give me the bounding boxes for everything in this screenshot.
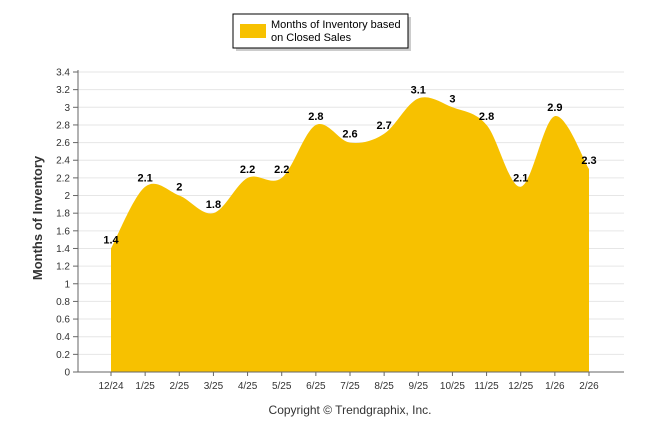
data-labels: 1.4 2.1 2 1.8 2.2 2.2 2.8 2.6 2.7 3.1 3 2.8 2.1 2.9 2.… xyxy=(103,84,596,246)
data-label: 1.8 xyxy=(206,199,221,211)
data-label: 3.1 xyxy=(411,84,426,96)
y-tick-label: 3.4 xyxy=(56,68,70,79)
y-tick-label: 2 xyxy=(64,191,70,202)
x-tick-label: 6/25 xyxy=(306,381,326,392)
legend: Months of Inventory based on Closed Sale… xyxy=(232,13,411,51)
y-tick-label: 0.8 xyxy=(56,297,70,308)
x-tick-label: 1/26 xyxy=(545,381,565,392)
x-tick-label: 12/25 xyxy=(508,381,533,392)
legend-label-line2: on Closed Sales xyxy=(271,32,352,44)
x-tick-label: 8/25 xyxy=(374,381,394,392)
y-axis-title: Months of Inventory xyxy=(30,155,45,280)
y-tick-label: 2.4 xyxy=(56,156,70,167)
legend-label-line1: Months of Inventory based xyxy=(271,19,401,31)
y-tick-label: 0 xyxy=(64,368,70,379)
y-tick-label: 0.6 xyxy=(56,315,70,326)
x-tick-label: 5/25 xyxy=(272,381,292,392)
x-tick-label: 12/24 xyxy=(98,381,123,392)
y-tick-label: 1 xyxy=(64,279,70,290)
x-tick-label: 11/25 xyxy=(474,381,499,392)
data-label: 2.8 xyxy=(479,111,494,123)
y-tick-label: 3.2 xyxy=(56,85,70,96)
y-tick-label: 1.4 xyxy=(56,244,70,255)
data-label: 2.9 xyxy=(547,102,562,114)
x-tick-label: 7/25 xyxy=(340,381,360,392)
copyright-text: Copyright © Trendgraphix, Inc. xyxy=(269,403,432,417)
axes xyxy=(77,70,624,373)
x-tick-label: 1/25 xyxy=(135,381,155,392)
data-label: 2.8 xyxy=(308,111,323,123)
y-tick-label: 1.2 xyxy=(56,262,70,273)
x-tick-label: 2/25 xyxy=(170,381,190,392)
y-tick-label: 0.4 xyxy=(56,332,70,343)
data-label: 2.2 xyxy=(274,164,289,176)
x-tick-label: 3/25 xyxy=(204,381,224,392)
y-tick-label: 2.6 xyxy=(56,138,70,149)
legend-swatch xyxy=(240,24,266,38)
x-tick-label: 2/26 xyxy=(579,381,599,392)
x-tick-label: 9/25 xyxy=(409,381,429,392)
x-tick-label: 10/25 xyxy=(440,381,465,392)
data-label: 2.6 xyxy=(342,129,357,141)
data-label: 2 xyxy=(176,182,182,194)
series-area xyxy=(111,97,589,373)
y-tick-label: 2.8 xyxy=(56,120,70,131)
y-tick-label: 2.2 xyxy=(56,173,70,184)
data-label: 1.4 xyxy=(103,234,119,246)
x-axis-ticks: 12/24 1/25 2/25 3/25 4/25 5/25 6/25 7/25 8/25 9/2… xyxy=(98,372,599,392)
data-label: 2.1 xyxy=(513,173,528,185)
data-label: 2.2 xyxy=(240,164,255,176)
data-label: 2.1 xyxy=(137,173,152,185)
y-tick-label: 1.8 xyxy=(56,209,70,220)
data-label: 3 xyxy=(449,93,455,105)
data-label: 2.3 xyxy=(581,155,596,167)
y-axis-ticks: 0 0.2 0.4 0.6 0.8 1 1.2 1.4 1.6 1.8 2 2.2 2.4 2.6 2.8 3… xyxy=(56,68,78,379)
y-tick-label: 0.2 xyxy=(56,350,70,361)
data-area xyxy=(111,97,589,373)
data-label: 2.7 xyxy=(376,120,391,132)
x-tick-label: 4/25 xyxy=(238,381,258,392)
y-tick-label: 1.6 xyxy=(56,226,70,237)
y-tick-label: 3 xyxy=(64,103,70,114)
